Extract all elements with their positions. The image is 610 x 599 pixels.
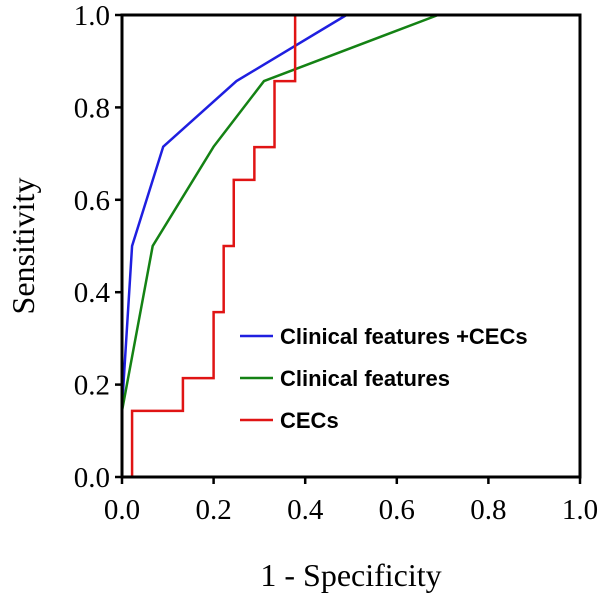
series-line-clinical-cecs <box>120 13 348 408</box>
y-axis-title: Sensitivity <box>5 178 41 315</box>
series-lines <box>120 13 439 477</box>
y-tick-label: 1.0 <box>74 0 110 32</box>
y-tick-label: 0.6 <box>74 185 110 217</box>
legend: Clinical features +CECs Clinical feature… <box>240 324 528 433</box>
x-tick-label: 0.2 <box>195 494 231 526</box>
plot-frame <box>120 13 582 479</box>
y-tick-label: 0.0 <box>74 462 110 494</box>
x-tick-label: 0.0 <box>104 494 140 526</box>
x-tick-label: 1.0 <box>562 494 598 526</box>
legend-label-clinical: Clinical features <box>280 366 450 391</box>
x-axis-title: 1 - Specificity <box>260 557 441 593</box>
y-tick-label: 0.4 <box>74 277 111 309</box>
axis-ticks: 0.0 0.2 0.4 0.6 0.8 1.0 0.0 0.2 0.4 0.6 0.8 1.0 <box>74 0 598 526</box>
series-line-cecs <box>130 15 297 477</box>
x-tick-label: 0.8 <box>470 494 506 526</box>
legend-label-cecs: CECs <box>280 408 339 433</box>
x-tick-label: 0.6 <box>379 494 415 526</box>
series-line-clinical <box>120 13 439 412</box>
x-tick-label: 0.4 <box>287 494 324 526</box>
legend-label-clinical-cecs: Clinical features +CECs <box>280 324 528 349</box>
y-tick-label: 0.2 <box>74 370 110 402</box>
y-tick-label: 0.8 <box>74 92 110 124</box>
